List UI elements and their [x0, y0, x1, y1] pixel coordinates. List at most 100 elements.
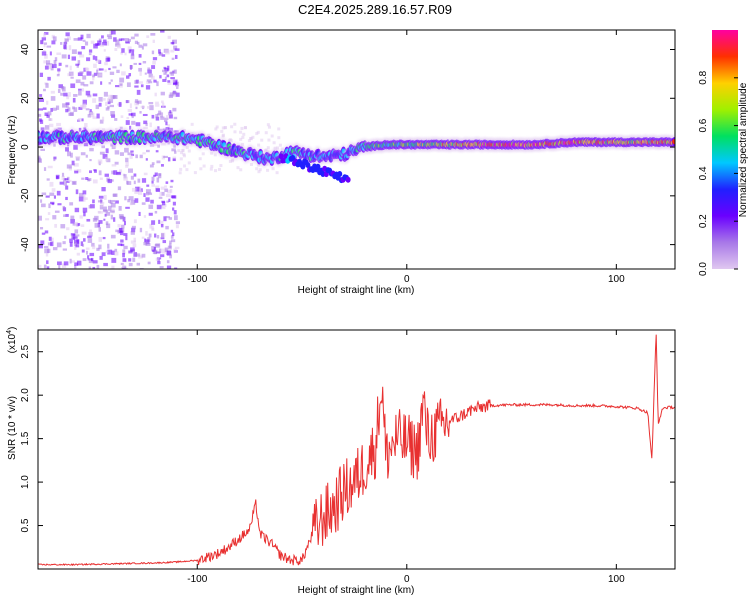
spectrogram-noise-cell [77, 37, 83, 41]
spectrogram-noise-cell [107, 179, 112, 184]
spectrogram-noise-cell [43, 32, 46, 38]
spectrogram-noise-cell [164, 68, 168, 74]
spectrogram-noise-cell [98, 38, 102, 42]
spectrogram-noise-cell [154, 92, 157, 97]
spectrogram-noise-cell [266, 168, 270, 172]
spectrogram-noise-cell [143, 241, 148, 246]
spectrogram-noise-cell [107, 105, 110, 109]
spectrogram-noise-cell [163, 119, 168, 123]
spectrogram-noise-cell [124, 147, 129, 153]
spectrogram-noise-cell [257, 170, 261, 174]
spectrogram-noise-cell [89, 170, 92, 174]
spectrogram-noise-cell [43, 264, 47, 269]
snr-y-tick-label: 2.0 [20, 388, 31, 402]
spectrogram-noise-cell [51, 237, 54, 243]
spectrogram-noise-cell [233, 130, 237, 134]
spectrogram-noise-cell [142, 152, 146, 155]
spectrogram-noise-cell [98, 73, 103, 77]
spectrogram-noise-cell [72, 234, 76, 239]
spectrogram-noise-cell [40, 148, 45, 151]
spectrogram-noise-cell [46, 266, 50, 269]
spectrogram-noise-cell [116, 69, 120, 74]
spectrogram-noise-cell [190, 122, 194, 126]
spectrogram-noise-cell [76, 239, 80, 245]
spectrogram-noise-cell [46, 45, 52, 48]
spectrogram-noise-cell [161, 100, 164, 104]
spectrogram-noise-cell [135, 253, 141, 257]
spectrogram-noise-cell [167, 35, 171, 39]
spectrogram-noise-cell [130, 54, 135, 60]
spectrogram-noise-cell [158, 196, 163, 199]
spectrogram-noise-cell [111, 265, 115, 269]
spectrogram-noise-cell [169, 185, 173, 188]
spectrogram-noise-cell [105, 148, 109, 154]
spectrogram-noise-cell [75, 236, 78, 239]
spectrogram-noise-cell [119, 230, 124, 236]
spectrogram-noise-cell [272, 141, 276, 145]
spectrogram-noise-cell [98, 195, 104, 199]
spectrogram-noise-cell [118, 101, 122, 107]
spectrogram-noise-cell [154, 233, 157, 238]
spectrogram-noise-cell [74, 241, 78, 247]
spectrogram-noise-cell [270, 134, 274, 138]
spectrogram-noise-cell [89, 229, 92, 235]
spectrogram-noise-cell [65, 102, 69, 108]
spectrogram-noise-cell [64, 41, 67, 47]
spectrogram-noise-cell [134, 85, 139, 88]
spectrogram-noise-cell [148, 192, 153, 195]
spectrogram-noise-cell [167, 157, 171, 162]
spectrogram-noise-cell [171, 239, 176, 243]
spectrogram-noise-cell [111, 250, 115, 255]
spectrogram-noise-cell [223, 126, 227, 130]
spectrogram-noise-cell [66, 36, 71, 41]
spectrogram-noise-cell [138, 67, 142, 72]
spectrogram-noise-cell [137, 41, 140, 45]
spectrogram-noise-cell [144, 238, 147, 243]
spectrogram-noise-cell [236, 166, 240, 170]
spectrogram-noise-cell [102, 236, 106, 240]
spectrogram-noise-cell [60, 42, 63, 45]
snr-y-tick-label: 1.0 [20, 475, 31, 489]
spectrogram-noise-cell [166, 74, 170, 78]
spectrogram-noise-cell [56, 261, 62, 266]
spectrogram-noise-cell [256, 130, 260, 134]
spectrogram-noise-cell [87, 255, 90, 259]
spectrogram-noise-cell [156, 81, 159, 87]
spectrogram-noise-cell [160, 30, 165, 33]
spectrogram-noise-cell [99, 151, 105, 155]
spectrogram-noise-cell [40, 199, 43, 203]
spectrogram-noise-cell [124, 38, 130, 43]
spectrogram-noise-cell [57, 68, 61, 72]
spectrogram-noise-cell [128, 262, 133, 267]
spectrogram-noise-cell [161, 248, 167, 254]
spectrogram-noise-cell [54, 210, 60, 213]
spectrogram-noise-cell [105, 101, 108, 106]
spectrogram-noise-cell [59, 181, 65, 185]
snr-y-tick-label: 1.5 [20, 431, 31, 445]
spectrogram-noise-cell [56, 52, 62, 55]
spectrogram-noise-cell [138, 81, 143, 84]
spectrogram-noise-cell [65, 196, 68, 201]
spectrogram-noise-cell [153, 174, 156, 177]
spectrogram-noise-cell [164, 247, 169, 252]
spectrogram-noise-cell [150, 33, 156, 36]
spectrogram-noise-cell [131, 51, 135, 56]
spectrogram-noise-cell [63, 92, 68, 97]
spectrogram-noise-cell [62, 205, 65, 210]
spectrogram-noise-cell [155, 116, 160, 121]
spectrogram-noise-cell [103, 194, 107, 200]
spectrogram-noise-cell [123, 221, 126, 226]
spectrogram-noise-cell [84, 123, 88, 127]
spectrogram-noise-cell [271, 167, 275, 171]
spectrogram-noise-cell [165, 49, 170, 55]
spectrogram-noise-cell [173, 210, 177, 215]
spectrogram-noise-cell [66, 227, 70, 231]
spectrogram-noise-cell [145, 239, 150, 245]
spectrogram-noise-cell [167, 111, 173, 116]
spectrogram-noise-cell [61, 54, 67, 59]
spectrogram-noise-cell [173, 69, 177, 74]
spectrogram-noise-cell [68, 45, 72, 51]
spectrogram-noise-cell [52, 36, 57, 42]
spectrogram-noise-cell [85, 177, 89, 181]
spectrogram-noise-cell [89, 109, 92, 112]
